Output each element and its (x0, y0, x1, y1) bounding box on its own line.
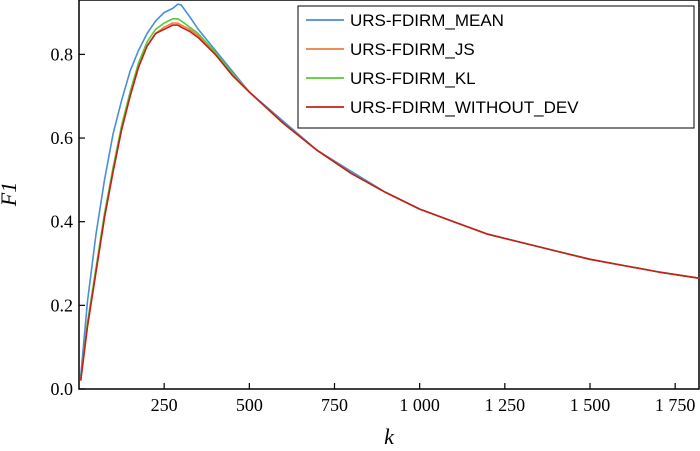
plot-frame (78, 0, 700, 390)
legend: URS-FDIRM_MEAN URS-FDIRM_JS URS-FDIRM_KL UR… (297, 5, 695, 129)
y-axis-title: F1 (0, 182, 21, 207)
y-tick-label-4: 0.6 (51, 128, 74, 148)
legend-label-4: URS-FDIRM_WITHOUT_DEV (350, 98, 579, 117)
legend-box (297, 5, 695, 129)
x-axis-title: k (384, 424, 395, 449)
x-tick-label-3: 750 (321, 395, 348, 415)
x-tick-label-2: 500 (236, 395, 263, 415)
y-tick-label-1: 0.0 (51, 379, 74, 399)
series-group (79, 3, 700, 381)
x-tick-label-5: 1 250 (485, 395, 526, 415)
x-tick-label-6: 1 500 (570, 395, 611, 415)
x-tick-label-1: 250 (151, 395, 178, 415)
x-tick-label-4: 1 000 (399, 395, 440, 415)
legend-label-2: URS-FDIRM_JS (350, 40, 475, 59)
x-tick-label-7: 1 750 (655, 395, 696, 415)
series-line-4 (79, 24, 700, 381)
x-axis-ticks: 250 500 750 1 000 1 250 1 500 1 750 (151, 383, 696, 415)
y-tick-label-5: 0.8 (51, 44, 74, 64)
y-tick-label-2: 0.2 (51, 295, 74, 315)
legend-label-3: URS-FDIRM_KL (350, 69, 476, 88)
y-tick-label-3: 0.4 (51, 212, 74, 232)
legend-label-1: URS-FDIRM_MEAN (350, 11, 504, 30)
y-axis-ticks: 0.0 0.2 0.4 0.6 0.8 (51, 44, 85, 399)
